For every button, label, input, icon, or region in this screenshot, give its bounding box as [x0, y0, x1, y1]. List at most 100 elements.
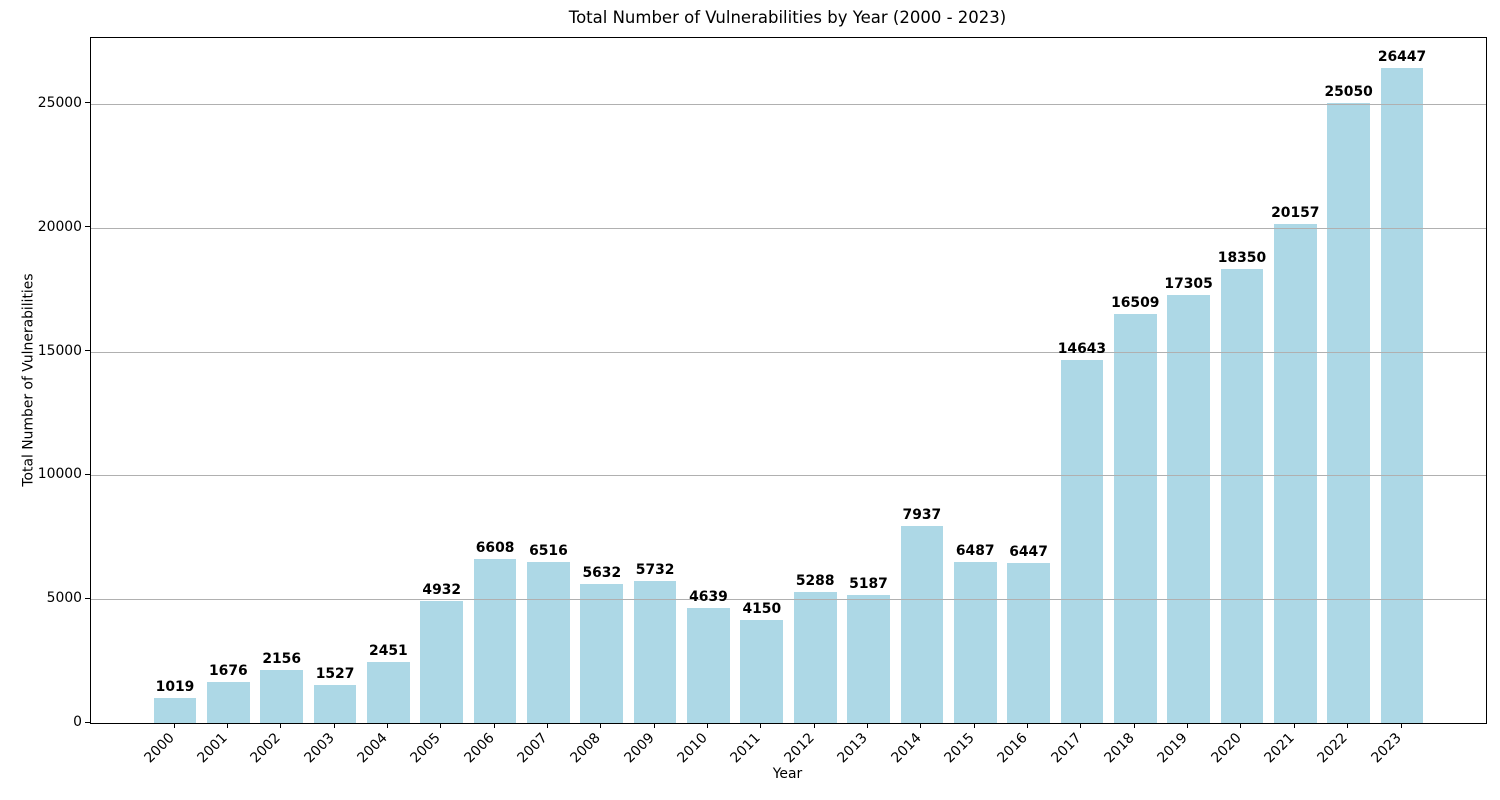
bar-value-2006: 6608: [475, 540, 515, 557]
bar-2011: [740, 620, 784, 723]
xtick-label-2006: 2006: [461, 730, 498, 767]
bar-value-2001: 1676: [209, 662, 248, 679]
bar-value-2009: 5732: [635, 562, 675, 579]
bar-2009: [633, 581, 677, 723]
xtick-mark-2015: [973, 723, 975, 728]
bar-2008: [580, 583, 624, 723]
xtick-label-2001: 2001: [194, 730, 231, 767]
gridline-10000: [91, 475, 1486, 477]
ytick-label-0: 0: [73, 714, 82, 730]
bar-2005: [420, 600, 464, 723]
xtick-mark-2017: [1080, 723, 1082, 728]
bar-value-2010: 4639: [689, 589, 728, 606]
bar-2007: [527, 561, 570, 723]
xtick-mark-2007: [546, 723, 548, 728]
xtick-label-2023: 2023: [1367, 730, 1405, 767]
xtick-label-2014: 2014: [887, 730, 925, 767]
bar-2022: [1327, 102, 1370, 723]
bar-value-2007: 6516: [529, 542, 568, 559]
xtick-mark-2012: [813, 723, 815, 728]
xtick-mark-2010: [706, 723, 708, 728]
xtick-label-2008: 2008: [567, 730, 605, 767]
xtick-mark-2011: [760, 723, 762, 728]
bar-value-2013: 5187: [849, 575, 888, 592]
ytick-label-25000: 25000: [37, 94, 82, 111]
xtick-mark-2009: [653, 723, 655, 728]
bar-2021: [1273, 223, 1317, 723]
bar-value-2021: 20157: [1271, 204, 1320, 221]
ytick-mark-0: [85, 721, 90, 723]
xtick-label-2017: 2017: [1047, 730, 1085, 767]
bar-2010: [687, 608, 730, 723]
plot-area: 1019 1676 2156 1527 2451 4932 6608 6516 5632 5732…: [90, 37, 1487, 724]
bar-value-2016: 6447: [1009, 544, 1048, 561]
bar-value-2018: 16509: [1111, 295, 1160, 312]
bar-value-2002: 2156: [262, 650, 302, 667]
xtick-label-2004: 2004: [354, 730, 391, 767]
ytick-label-10000: 10000: [37, 466, 82, 483]
xtick-label-2009: 2009: [621, 730, 658, 767]
bar-2020: [1220, 268, 1264, 723]
xtick-label-2019: 2019: [1154, 730, 1191, 767]
bar-value-2005: 4932: [422, 581, 462, 598]
xtick-mark-2008: [600, 723, 602, 728]
gridline-5000: [91, 599, 1486, 601]
xtick-mark-2003: [333, 723, 335, 728]
bar-2014: [900, 526, 944, 723]
ytick-label-20000: 20000: [37, 218, 82, 235]
bar-value-2008: 5632: [582, 564, 622, 581]
xtick-label-2018: 2018: [1101, 730, 1138, 767]
xtick-label-2000: 2000: [140, 730, 178, 767]
xtick-mark-2004: [386, 723, 388, 728]
bar-2001: [207, 681, 250, 723]
bar-2023: [1380, 68, 1424, 723]
bar-value-2003: 1527: [315, 666, 355, 683]
xtick-mark-2023: [1400, 723, 1402, 728]
bar-2006: [473, 559, 517, 723]
xtick-mark-2001: [226, 723, 228, 728]
xtick-mark-2006: [493, 723, 495, 728]
ytick-mark-10000: [85, 473, 90, 475]
ytick-mark-15000: [85, 350, 90, 352]
bar-value-2014: 7937: [902, 507, 942, 524]
xtick-mark-2019: [1187, 723, 1189, 728]
xtick-label-2003: 2003: [301, 730, 338, 767]
bar-value-2020: 18350: [1217, 249, 1267, 266]
x-axis-label: Year: [772, 766, 803, 782]
xtick-label-2015: 2015: [941, 730, 978, 767]
bar-value-2012: 5288: [795, 573, 835, 590]
xtick-label-2007: 2007: [514, 730, 551, 767]
xtick-label-2002: 2002: [247, 730, 285, 767]
xtick-label-2010: 2010: [674, 730, 711, 767]
xtick-label-2020: 2020: [1207, 730, 1245, 767]
bar-value-2004: 2451: [369, 643, 408, 660]
bar-2016: [1007, 563, 1050, 723]
xtick-mark-2013: [867, 723, 869, 728]
y-axis-label: Total Number of Vulnerabilities: [20, 272, 36, 487]
xtick-mark-2000: [173, 723, 175, 728]
gridline-25000: [91, 103, 1486, 105]
xtick-label-2005: 2005: [407, 730, 445, 767]
gridline-20000: [91, 227, 1486, 229]
bar-2012: [793, 592, 837, 723]
bar-value-2015: 6487: [955, 543, 995, 560]
ytick-label-15000: 15000: [37, 342, 82, 359]
bar-value-2022: 25050: [1324, 83, 1373, 100]
ytick-mark-20000: [85, 226, 90, 228]
ytick-label-5000: 5000: [46, 590, 82, 607]
bar-2004: [367, 662, 410, 723]
bar-value-2000: 1019: [155, 678, 195, 695]
bar-2017: [1060, 360, 1104, 723]
bar-value-2017: 14643: [1057, 341, 1107, 358]
ytick-mark-25000: [85, 102, 90, 104]
xtick-label-2013: 2013: [834, 730, 871, 767]
bar-2015: [953, 562, 997, 723]
gridline-15000: [91, 351, 1486, 353]
chart-title: Total Number of Vulnerabilities by Year …: [568, 8, 1007, 27]
xtick-mark-2018: [1133, 723, 1135, 728]
bar-2018: [1113, 314, 1157, 723]
bar-value-2011: 4150: [742, 601, 782, 618]
bar-2013: [847, 594, 890, 723]
xtick-label-2016: 2016: [994, 730, 1031, 767]
